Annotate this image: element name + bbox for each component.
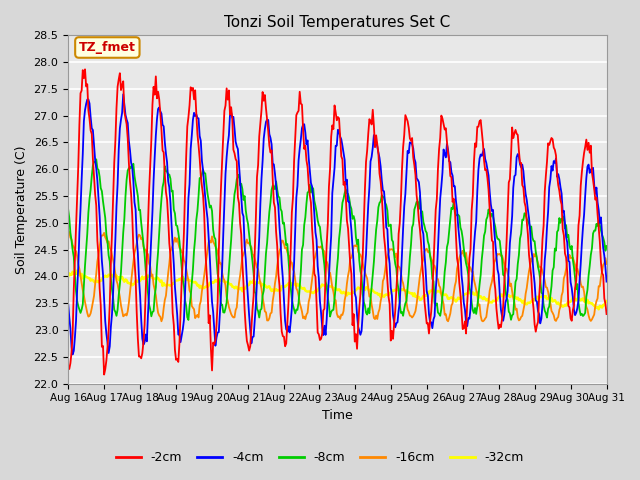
-4cm bbox=[368, 154, 376, 160]
-32cm bbox=[292, 283, 300, 289]
-2cm bbox=[234, 194, 242, 200]
Line: -8cm: -8cm bbox=[68, 159, 607, 320]
-32cm bbox=[554, 300, 562, 305]
-2cm bbox=[368, 121, 376, 127]
-8cm bbox=[234, 174, 242, 180]
-16cm bbox=[603, 261, 611, 267]
-2cm bbox=[100, 372, 108, 377]
-4cm bbox=[462, 319, 470, 325]
-8cm bbox=[603, 243, 611, 249]
-32cm bbox=[367, 288, 374, 293]
-2cm bbox=[64, 364, 72, 370]
Line: -4cm: -4cm bbox=[68, 94, 607, 354]
-8cm bbox=[462, 261, 470, 266]
Line: -32cm: -32cm bbox=[68, 271, 607, 309]
-8cm bbox=[184, 317, 192, 323]
-32cm bbox=[233, 284, 241, 290]
-4cm bbox=[603, 279, 611, 285]
-16cm bbox=[479, 318, 487, 324]
Legend: -2cm, -4cm, -8cm, -16cm, -32cm: -2cm, -4cm, -8cm, -16cm, -32cm bbox=[111, 446, 529, 469]
-8cm bbox=[394, 280, 401, 286]
-32cm bbox=[392, 287, 400, 293]
-4cm bbox=[294, 183, 301, 189]
-8cm bbox=[556, 215, 563, 221]
Text: TZ_fmet: TZ_fmet bbox=[79, 41, 136, 54]
-32cm bbox=[64, 274, 72, 279]
Line: -16cm: -16cm bbox=[68, 230, 607, 321]
-4cm bbox=[64, 300, 72, 306]
-16cm bbox=[232, 307, 239, 313]
-16cm bbox=[460, 253, 468, 259]
-8cm bbox=[368, 284, 376, 290]
-16cm bbox=[291, 277, 299, 283]
-4cm bbox=[69, 351, 77, 357]
Y-axis label: Soil Temperature (C): Soil Temperature (C) bbox=[15, 145, 28, 274]
-8cm bbox=[92, 156, 100, 162]
-32cm bbox=[461, 291, 468, 297]
-16cm bbox=[392, 254, 399, 260]
-16cm bbox=[554, 314, 562, 320]
Title: Tonzi Soil Temperatures Set C: Tonzi Soil Temperatures Set C bbox=[224, 15, 451, 30]
-2cm bbox=[462, 331, 470, 336]
-2cm bbox=[81, 66, 89, 72]
-16cm bbox=[365, 294, 373, 300]
-32cm bbox=[603, 299, 611, 304]
-4cm bbox=[394, 319, 401, 325]
-32cm bbox=[74, 268, 81, 274]
-8cm bbox=[64, 206, 72, 212]
-16cm bbox=[64, 228, 72, 233]
-4cm bbox=[556, 176, 563, 182]
-2cm bbox=[603, 311, 611, 317]
-4cm bbox=[120, 91, 127, 97]
-2cm bbox=[394, 268, 401, 274]
X-axis label: Time: Time bbox=[322, 409, 353, 422]
-4cm bbox=[234, 146, 242, 152]
-2cm bbox=[294, 110, 301, 116]
-32cm bbox=[595, 306, 602, 312]
-2cm bbox=[556, 188, 563, 194]
Line: -2cm: -2cm bbox=[68, 69, 607, 374]
-8cm bbox=[294, 307, 301, 313]
